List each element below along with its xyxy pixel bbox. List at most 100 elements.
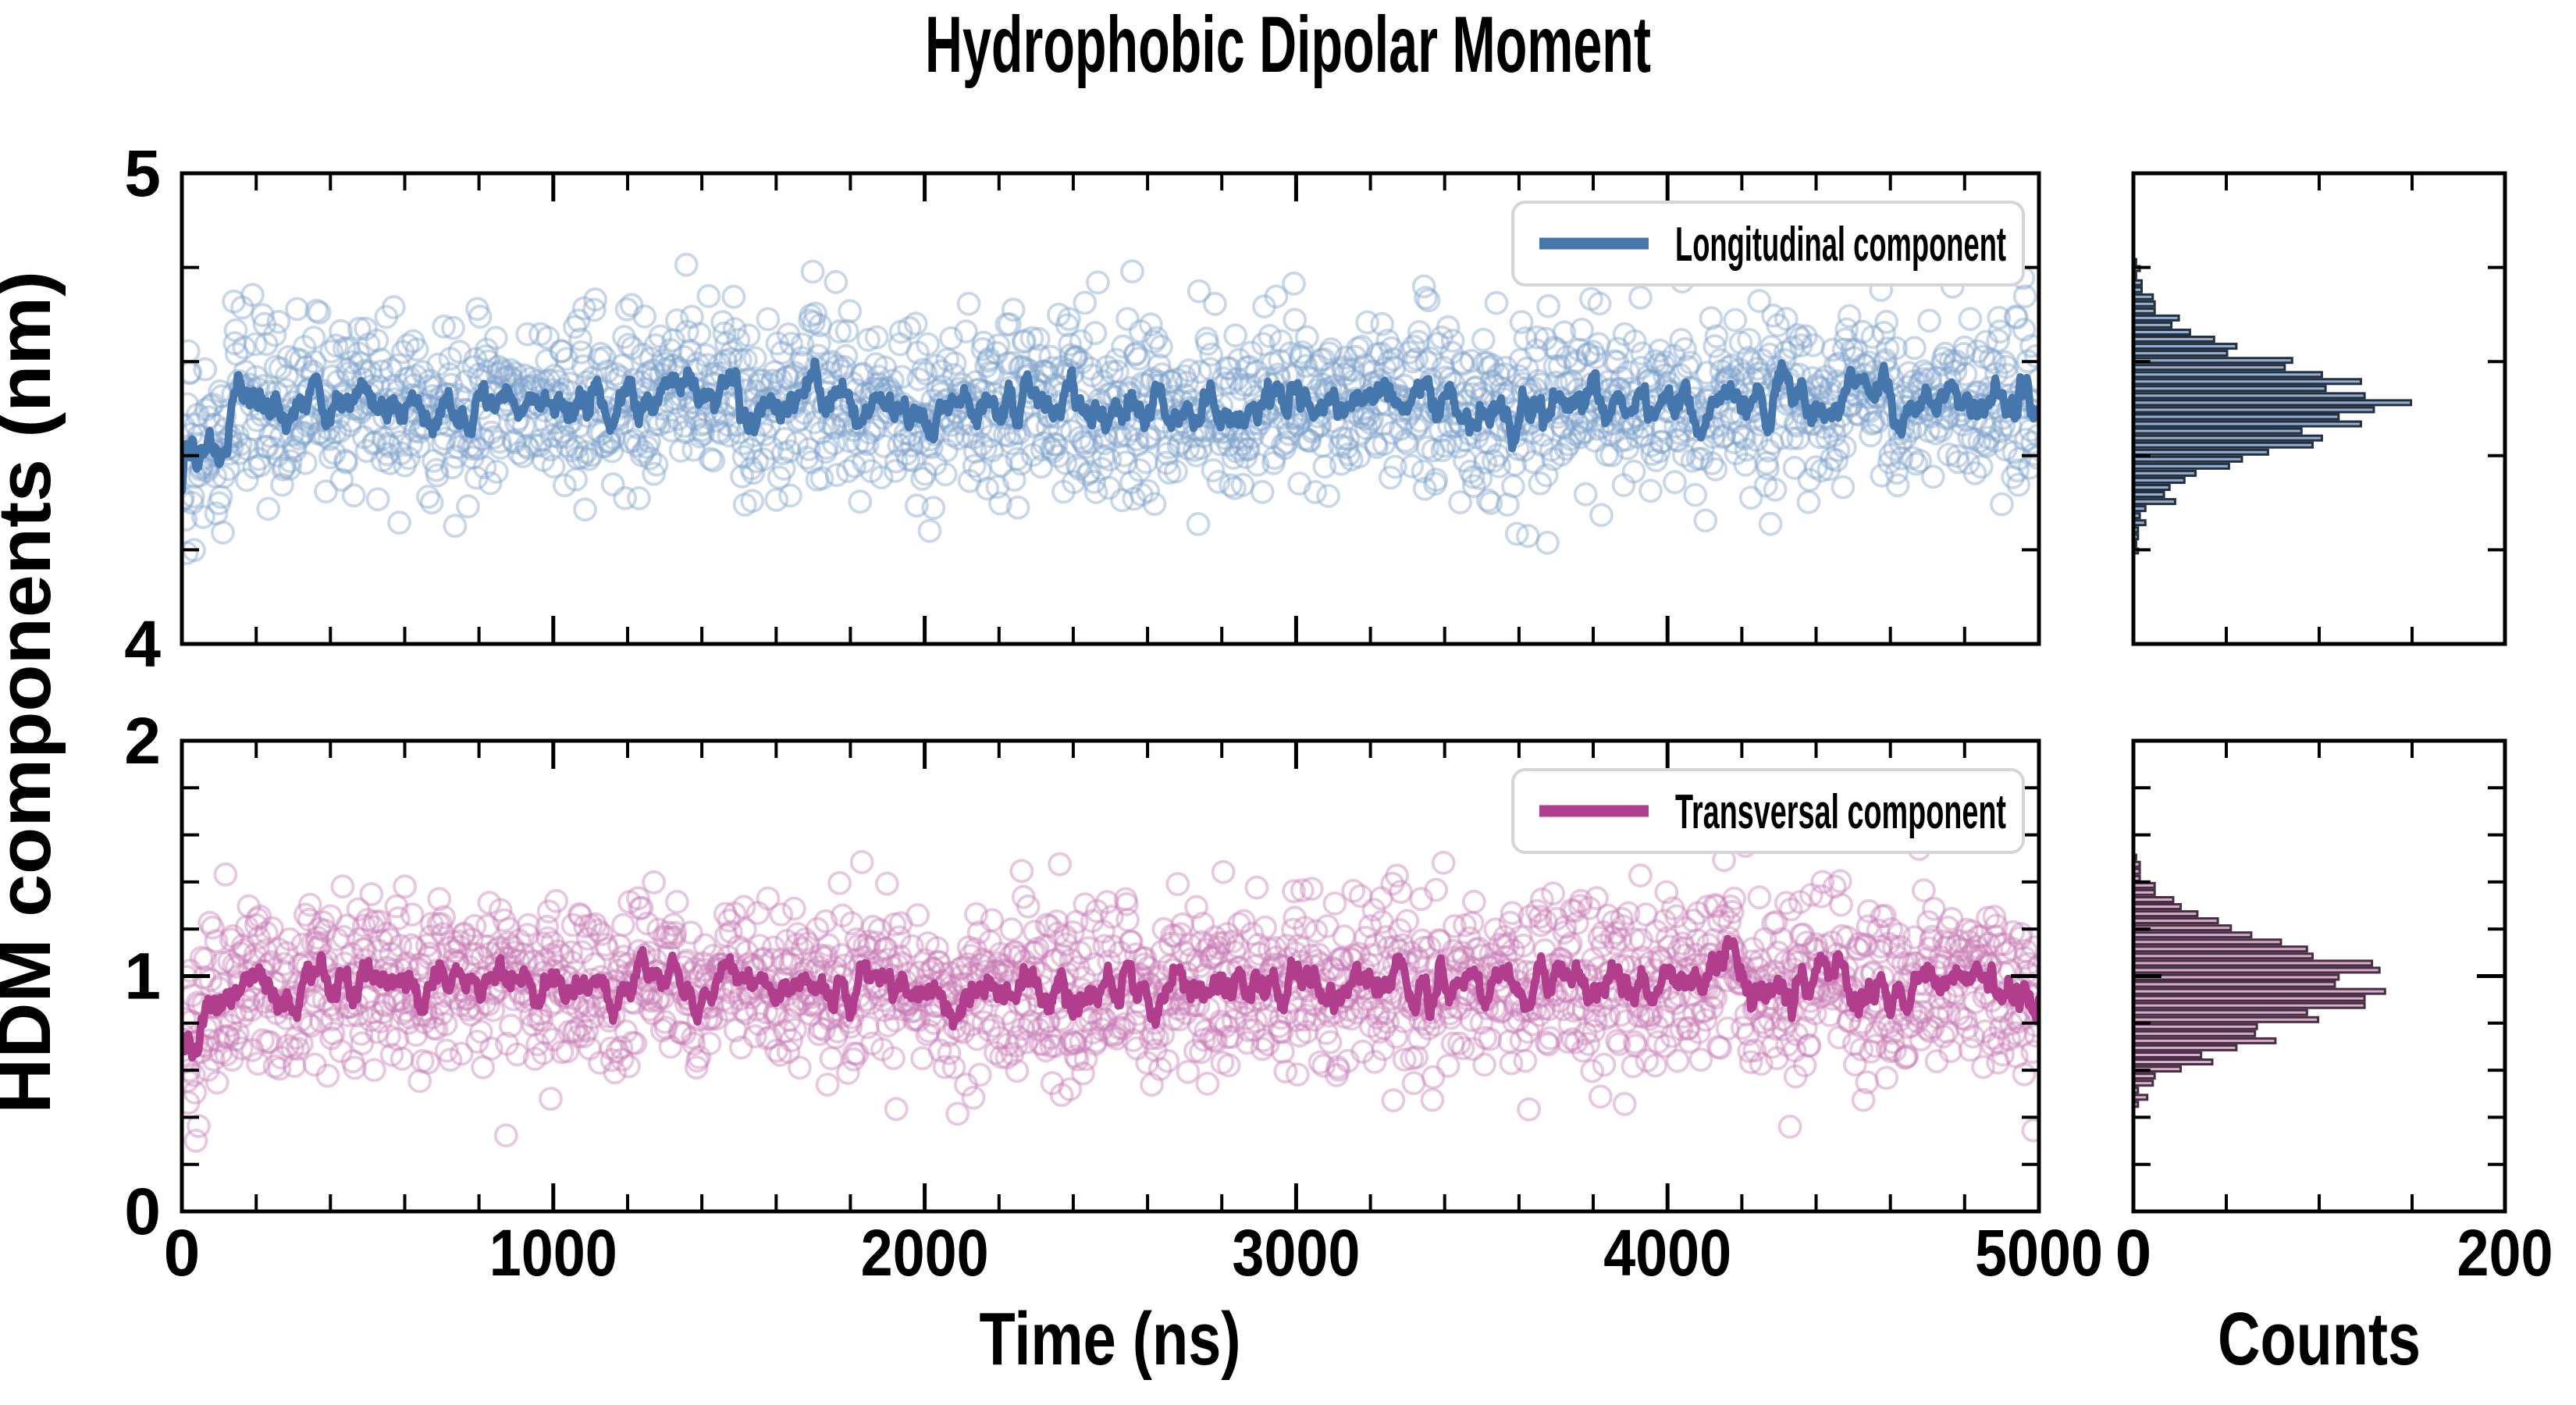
scatter-point	[1630, 341, 1655, 366]
scatter-point	[307, 916, 332, 941]
scatter-point	[1480, 353, 1505, 378]
scatter-point	[275, 941, 299, 966]
y-axis-label: HDM components (nm)	[0, 271, 66, 1114]
scatter-point	[1234, 355, 1259, 380]
scatter-point	[824, 463, 849, 487]
scatter-point	[873, 936, 898, 961]
scatter-point	[288, 348, 313, 373]
scatter-point	[730, 464, 754, 489]
scatter-point	[800, 259, 825, 284]
scatter-point	[557, 372, 582, 396]
scatter-point	[688, 412, 713, 437]
scatter-point	[639, 989, 664, 1013]
scatter-point	[1581, 340, 1606, 365]
scatter-point	[1214, 371, 1239, 396]
scatter-point	[301, 930, 326, 955]
hist-bar	[2133, 350, 2229, 357]
scatter-point	[1262, 446, 1286, 470]
scatter-point	[583, 912, 607, 937]
scatter-point	[267, 1056, 292, 1081]
scatter-point	[1382, 454, 1407, 479]
scatter-point	[390, 1047, 415, 1071]
scatter-point	[308, 421, 333, 445]
scatter-point	[368, 909, 392, 934]
scatter-point	[932, 1055, 957, 1080]
scatter-point	[1589, 503, 1614, 528]
scatter-point	[569, 340, 594, 365]
scatter-point	[1576, 341, 1601, 366]
scatter-point	[1983, 429, 2008, 454]
scatter-point	[933, 462, 958, 486]
scatter-point	[387, 987, 411, 1012]
scatter-point	[240, 283, 265, 308]
tick-label: 200	[2457, 1216, 2553, 1289]
scatter-point	[1421, 1065, 1446, 1090]
scatter-point	[1793, 324, 1818, 349]
scatter-point	[867, 918, 892, 942]
scatter-point	[1219, 371, 1244, 396]
scatter-point	[852, 450, 876, 475]
scatter-point	[1009, 451, 1034, 476]
scatter-point	[182, 490, 205, 515]
scatter-point	[1609, 429, 1633, 453]
scatter-point	[905, 493, 929, 518]
scatter-point	[1114, 423, 1139, 448]
scatter-point	[995, 350, 1020, 375]
scatter-point	[921, 496, 946, 520]
scatter-point	[812, 1017, 836, 1042]
hist-bar	[2133, 1016, 2320, 1023]
scatter-point	[216, 1025, 240, 1050]
scatter-point	[381, 295, 406, 319]
scatter-point	[1495, 493, 1520, 517]
scatter-point	[252, 311, 277, 336]
scatter-point	[1650, 417, 1675, 441]
scatter-point	[590, 434, 615, 459]
scatter-point	[1580, 1058, 1604, 1083]
scatter-point	[535, 325, 560, 350]
scatter-point	[781, 363, 806, 388]
scatter-point	[889, 365, 914, 389]
scatter-point	[1004, 1033, 1029, 1058]
scatter-point	[210, 951, 235, 975]
scatter-point	[834, 343, 859, 368]
scatter-point	[403, 418, 428, 443]
scatter-point	[205, 1028, 230, 1053]
scatter-point	[1440, 329, 1465, 353]
scatter-point	[1393, 429, 1418, 454]
scatter-point	[452, 921, 477, 946]
scatter-point	[1431, 851, 1456, 875]
scatter-point	[1287, 471, 1312, 496]
scatter-point	[835, 1061, 860, 1085]
scatter-point	[363, 430, 387, 455]
scatter-point	[998, 944, 1023, 969]
scatter-point	[911, 357, 936, 382]
scatter-point	[293, 902, 318, 927]
scatter-point	[710, 310, 735, 335]
scatter-point	[760, 368, 785, 393]
scatter-point	[1475, 350, 1500, 375]
scatter-point	[1408, 408, 1432, 433]
scatter-point	[318, 904, 343, 929]
scatter-point	[222, 331, 247, 356]
scatter-point	[530, 931, 555, 955]
scatter-point	[1661, 343, 1686, 368]
scatter-point	[906, 903, 930, 927]
scatter-point	[589, 922, 614, 947]
scatter-point	[315, 1063, 340, 1088]
scatter-point	[1850, 319, 1875, 344]
scatter-point	[1238, 372, 1262, 397]
scatter-point	[1412, 476, 1437, 501]
scatter-point	[201, 1047, 226, 1072]
scatter-point	[786, 991, 811, 1016]
scatter-point	[745, 997, 770, 1022]
scatter-point	[468, 304, 493, 329]
scatter-point	[1501, 474, 1525, 499]
scatter-point	[1612, 322, 1637, 347]
scatter-point	[1961, 426, 1985, 451]
scatter-point	[1264, 284, 1289, 309]
scatter-point	[1112, 443, 1137, 468]
scatter-point	[1712, 423, 1737, 448]
scatter-point	[255, 1030, 279, 1055]
scatter-point	[675, 319, 699, 344]
scatter-point	[470, 945, 494, 970]
